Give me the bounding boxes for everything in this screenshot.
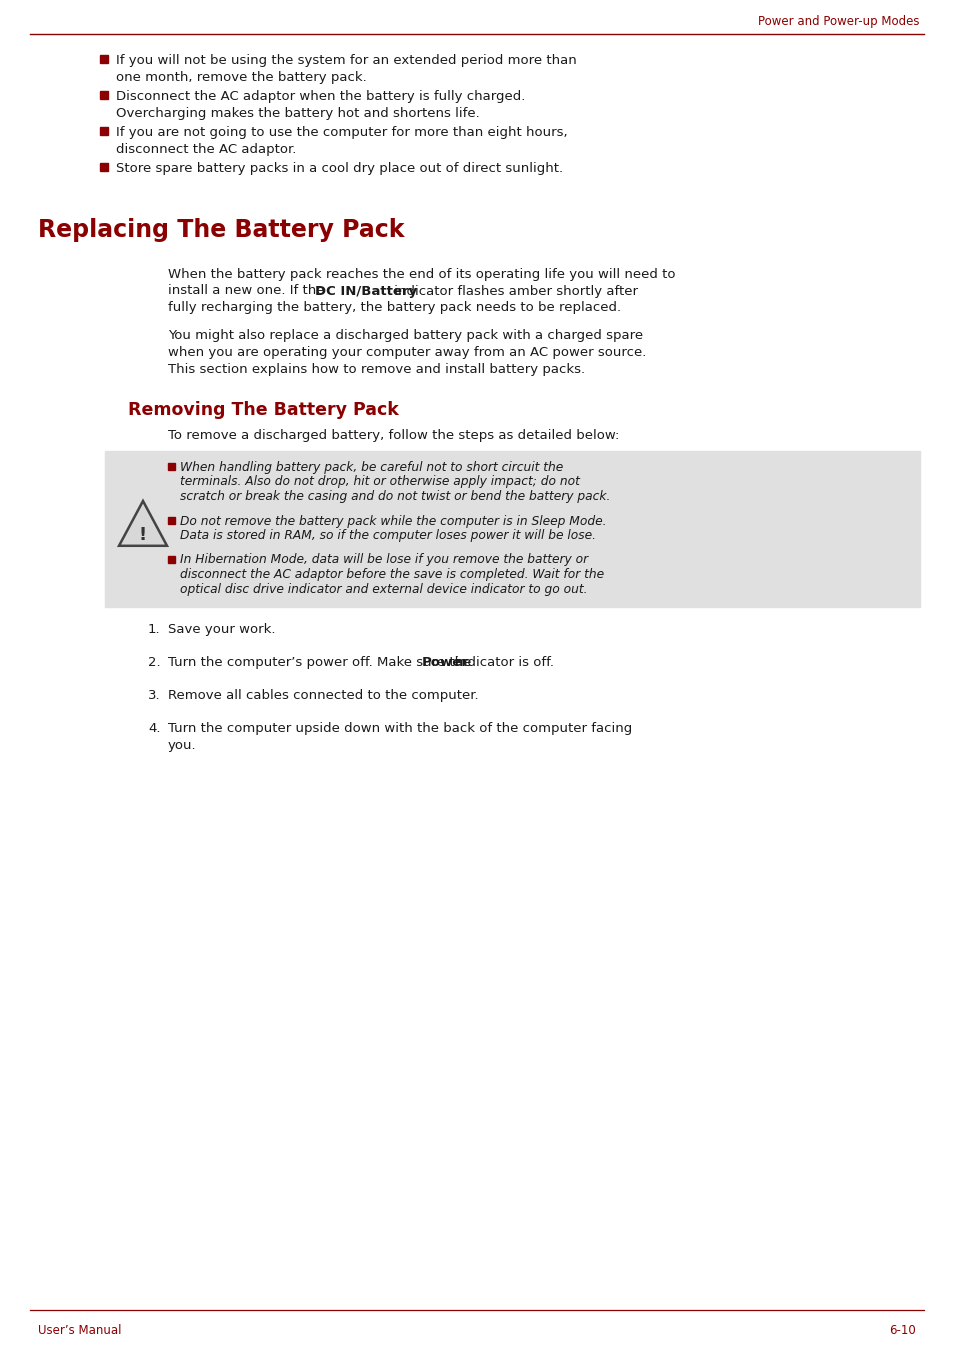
Text: fully recharging the battery, the battery pack needs to be replaced.: fully recharging the battery, the batter… xyxy=(168,301,620,314)
Text: DC IN/Battery: DC IN/Battery xyxy=(314,284,416,297)
Text: Overcharging makes the battery hot and shortens life.: Overcharging makes the battery hot and s… xyxy=(116,107,479,119)
Text: When the battery pack reaches the end of its operating life you will need to: When the battery pack reaches the end of… xyxy=(168,268,675,281)
Text: You might also replace a discharged battery pack with a charged spare: You might also replace a discharged batt… xyxy=(168,330,642,342)
Text: you.: you. xyxy=(168,738,196,752)
Text: install a new one. If the: install a new one. If the xyxy=(168,284,329,297)
Text: Replacing The Battery Pack: Replacing The Battery Pack xyxy=(38,218,404,242)
Text: 6-10: 6-10 xyxy=(888,1324,915,1337)
Text: Turn the computer upside down with the back of the computer facing: Turn the computer upside down with the b… xyxy=(168,722,632,735)
Text: To remove a discharged battery, follow the steps as detailed below:: To remove a discharged battery, follow t… xyxy=(168,429,618,442)
Text: indicator is off.: indicator is off. xyxy=(451,656,554,669)
Text: 2.: 2. xyxy=(148,656,160,669)
Text: Power: Power xyxy=(422,656,469,669)
Text: Disconnect the AC adaptor when the battery is fully charged.: Disconnect the AC adaptor when the batte… xyxy=(116,91,525,103)
Text: Power and Power-up Modes: Power and Power-up Modes xyxy=(758,15,919,28)
Text: When handling battery pack, be careful not to short circuit the: When handling battery pack, be careful n… xyxy=(180,461,562,475)
Text: Turn the computer’s power off. Make sure the: Turn the computer’s power off. Make sure… xyxy=(168,656,476,669)
Polygon shape xyxy=(119,502,167,546)
Text: when you are operating your computer away from an AC power source.: when you are operating your computer awa… xyxy=(168,346,646,360)
Text: indicator flashes amber shortly after: indicator flashes amber shortly after xyxy=(390,284,638,297)
Text: disconnect the AC adaptor before the save is completed. Wait for the: disconnect the AC adaptor before the sav… xyxy=(180,568,603,581)
Text: If you will not be using the system for an extended period more than: If you will not be using the system for … xyxy=(116,54,577,68)
Text: This section explains how to remove and install battery packs.: This section explains how to remove and … xyxy=(168,362,584,376)
Bar xyxy=(168,462,174,470)
Text: Removing The Battery Pack: Removing The Battery Pack xyxy=(128,402,398,419)
Bar xyxy=(100,91,108,99)
Text: disconnect the AC adaptor.: disconnect the AC adaptor. xyxy=(116,142,296,155)
Text: 1.: 1. xyxy=(148,623,160,635)
Bar xyxy=(168,556,174,562)
Text: Do not remove the battery pack while the computer is in Sleep Mode.: Do not remove the battery pack while the… xyxy=(180,515,606,527)
Bar xyxy=(100,127,108,135)
Text: 4.: 4. xyxy=(148,722,160,735)
Bar xyxy=(105,452,919,607)
Text: scratch or break the casing and do not twist or bend the battery pack.: scratch or break the casing and do not t… xyxy=(180,489,610,503)
Text: 3.: 3. xyxy=(148,690,160,702)
Text: terminals. Also do not drop, hit or otherwise apply impact; do not: terminals. Also do not drop, hit or othe… xyxy=(180,476,579,488)
Bar xyxy=(168,516,174,523)
Text: Store spare battery packs in a cool dry place out of direct sunlight.: Store spare battery packs in a cool dry … xyxy=(116,162,562,174)
Text: In Hibernation Mode, data will be lose if you remove the battery or: In Hibernation Mode, data will be lose i… xyxy=(180,553,587,566)
Text: If you are not going to use the computer for more than eight hours,: If you are not going to use the computer… xyxy=(116,126,567,139)
Bar xyxy=(100,55,108,64)
Text: !: ! xyxy=(139,526,147,544)
Text: optical disc drive indicator and external device indicator to go out.: optical disc drive indicator and externa… xyxy=(180,583,587,595)
Text: Data is stored in RAM, so if the computer loses power it will be lose.: Data is stored in RAM, so if the compute… xyxy=(180,529,596,542)
Text: Remove all cables connected to the computer.: Remove all cables connected to the compu… xyxy=(168,690,478,702)
Text: Save your work.: Save your work. xyxy=(168,623,275,635)
Text: one month, remove the battery pack.: one month, remove the battery pack. xyxy=(116,70,366,84)
Text: User’s Manual: User’s Manual xyxy=(38,1324,121,1337)
Bar xyxy=(100,164,108,170)
